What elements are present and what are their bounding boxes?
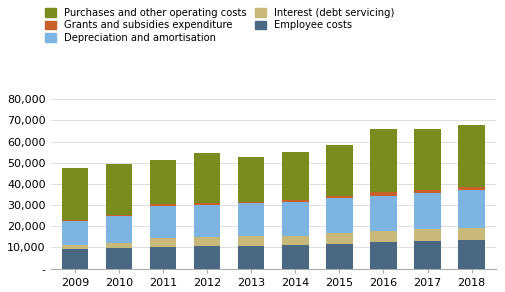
Bar: [62, 168, 88, 220]
Bar: [149, 160, 176, 204]
Bar: [237, 204, 264, 236]
Bar: [326, 244, 352, 269]
Bar: [237, 246, 264, 269]
Bar: [62, 245, 88, 248]
Bar: [106, 248, 132, 269]
Bar: [149, 247, 176, 269]
Bar: [370, 196, 396, 231]
Bar: [237, 157, 264, 201]
Bar: [414, 230, 440, 241]
Legend: Purchases and other operating costs, Grants and subsidies expenditure, Depreciat: Purchases and other operating costs, Gra…: [45, 8, 394, 43]
Bar: [281, 200, 308, 202]
Bar: [326, 196, 352, 198]
Bar: [193, 154, 220, 203]
Bar: [237, 236, 264, 246]
Bar: [458, 228, 484, 240]
Bar: [370, 231, 396, 242]
Bar: [326, 233, 352, 244]
Bar: [281, 236, 308, 245]
Bar: [149, 237, 176, 247]
Bar: [326, 145, 352, 196]
Bar: [370, 129, 396, 192]
Bar: [370, 242, 396, 269]
Bar: [281, 202, 308, 236]
Bar: [414, 190, 440, 194]
Bar: [414, 129, 440, 190]
Bar: [62, 221, 88, 245]
Bar: [193, 205, 220, 237]
Bar: [62, 248, 88, 269]
Bar: [458, 190, 484, 228]
Bar: [193, 237, 220, 246]
Bar: [414, 241, 440, 269]
Bar: [106, 215, 132, 216]
Bar: [458, 240, 484, 269]
Bar: [106, 164, 132, 215]
Bar: [458, 187, 484, 190]
Bar: [149, 204, 176, 206]
Bar: [193, 246, 220, 269]
Bar: [106, 216, 132, 243]
Bar: [370, 192, 396, 196]
Bar: [149, 206, 176, 237]
Bar: [281, 152, 308, 200]
Bar: [62, 220, 88, 221]
Bar: [281, 245, 308, 269]
Bar: [458, 125, 484, 187]
Bar: [237, 201, 264, 204]
Bar: [106, 243, 132, 248]
Bar: [414, 194, 440, 230]
Bar: [193, 203, 220, 205]
Bar: [326, 198, 352, 233]
